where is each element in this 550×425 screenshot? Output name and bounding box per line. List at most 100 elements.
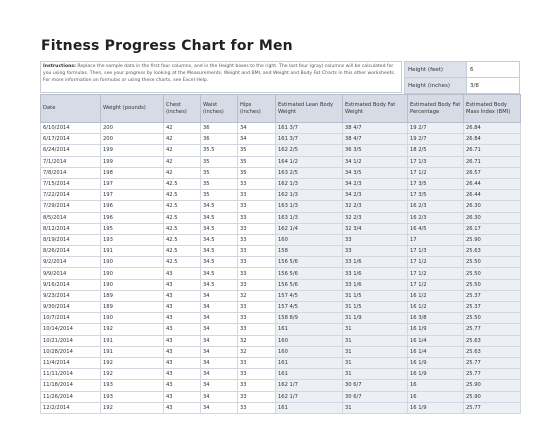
table-cell[interactable]: 199 (100, 144, 164, 157)
table-cell[interactable]: 33 (237, 189, 276, 202)
table-cell[interactable]: 35.5 (200, 144, 238, 157)
table-cell[interactable]: 42.5 (163, 233, 201, 247)
table-cell[interactable]: 34.5 (200, 256, 238, 269)
table-cell[interactable]: 7/22/2014 (40, 189, 101, 202)
table-cell[interactable]: 43 (163, 390, 201, 403)
table-cell[interactable]: 33 (237, 245, 276, 258)
table-cell[interactable]: 6/10/2014 (40, 121, 101, 135)
table-cell[interactable]: 7/8/2014 (40, 166, 101, 179)
table-cell[interactable]: 43 (163, 345, 201, 358)
table-cell[interactable]: 35 (237, 166, 276, 179)
table-cell[interactable]: 36 (200, 133, 238, 146)
table-cell[interactable]: 34.5 (200, 278, 238, 291)
table-cell[interactable]: 35 (237, 155, 276, 168)
table-cell[interactable]: 196 (100, 211, 164, 224)
table-cell[interactable]: 35 (200, 189, 238, 202)
table-cell[interactable]: 33 (237, 379, 276, 392)
table-cell[interactable]: 43 (163, 289, 201, 303)
table-cell[interactable]: 191 (100, 334, 164, 347)
table-cell[interactable]: 33 (237, 267, 276, 280)
table-cell[interactable]: 43 (163, 368, 201, 381)
table-cell[interactable]: 34.5 (200, 233, 238, 247)
table-cell[interactable]: 35 (237, 144, 276, 157)
table-cell[interactable]: 190 (100, 256, 164, 269)
table-cell[interactable]: 192 (100, 401, 164, 414)
table-cell[interactable]: 35 (200, 166, 238, 179)
table-cell[interactable]: 9/30/2014 (40, 300, 101, 314)
table-cell[interactable]: 192 (100, 323, 164, 336)
table-cell[interactable]: 190 (100, 267, 164, 280)
table-cell[interactable]: 197 (100, 189, 164, 202)
table-cell[interactable]: 33 (237, 390, 276, 403)
table-cell[interactable]: 36 (200, 121, 238, 135)
table-cell[interactable]: 32 (237, 334, 276, 347)
table-cell[interactable]: 196 (100, 200, 164, 213)
table-cell[interactable]: 34 (200, 390, 238, 403)
table-cell[interactable]: 200 (100, 121, 164, 135)
table-cell[interactable]: 6/17/2014 (40, 133, 101, 146)
table-cell[interactable]: 34 (200, 368, 238, 381)
table-cell[interactable]: 34 (200, 312, 238, 325)
table-cell[interactable]: 8/12/2014 (40, 222, 101, 235)
table-cell[interactable]: 10/14/2014 (40, 323, 101, 336)
table-cell[interactable]: 191 (100, 245, 164, 258)
table-cell[interactable]: 32 (237, 345, 276, 358)
table-cell[interactable]: 34 (200, 323, 238, 336)
table-cell[interactable]: 9/16/2014 (40, 278, 101, 291)
table-cell[interactable]: 192 (100, 368, 164, 381)
table-cell[interactable]: 198 (100, 166, 164, 179)
table-cell[interactable]: 42 (163, 155, 201, 168)
table-cell[interactable]: 35 (200, 177, 238, 191)
table-cell[interactable]: 10/21/2014 (40, 334, 101, 347)
table-cell[interactable]: 43 (163, 278, 201, 291)
table-cell[interactable]: 34 (200, 379, 238, 392)
table-cell[interactable]: 8/26/2014 (40, 245, 101, 258)
table-cell[interactable]: 200 (100, 133, 164, 146)
table-cell[interactable]: 9/2/2014 (40, 256, 101, 269)
table-cell[interactable]: 34 (200, 401, 238, 414)
table-cell[interactable]: 33 (237, 278, 276, 291)
table-cell[interactable]: 43 (163, 356, 201, 370)
table-cell[interactable]: 33 (237, 256, 276, 269)
table-cell[interactable]: 42.5 (163, 200, 201, 213)
table-cell[interactable]: 43 (163, 401, 201, 414)
table-cell[interactable]: 10/7/2014 (40, 312, 101, 325)
table-cell[interactable]: 33 (237, 368, 276, 381)
table-cell[interactable]: 33 (237, 323, 276, 336)
table-cell[interactable]: 34.5 (200, 211, 238, 224)
table-cell[interactable]: 42.5 (163, 177, 201, 191)
table-cell[interactable]: 193 (100, 379, 164, 392)
table-cell[interactable]: 11/18/2014 (40, 379, 101, 392)
table-cell[interactable]: 12/2/2014 (40, 401, 101, 414)
table-cell[interactable]: 7/29/2014 (40, 200, 101, 213)
table-cell[interactable]: 34 (200, 356, 238, 370)
table-cell[interactable]: 7/15/2014 (40, 177, 101, 191)
table-cell[interactable]: 190 (100, 278, 164, 291)
table-cell[interactable]: 190 (100, 312, 164, 325)
table-cell[interactable]: 34 (200, 300, 238, 314)
table-cell[interactable]: 43 (163, 334, 201, 347)
table-cell[interactable]: 43 (163, 379, 201, 392)
table-cell[interactable]: 42.5 (163, 189, 201, 202)
table-cell[interactable]: 33 (237, 312, 276, 325)
table-cell[interactable]: 43 (163, 323, 201, 336)
table-cell[interactable]: 34.5 (200, 200, 238, 213)
table-cell[interactable]: 43 (163, 312, 201, 325)
table-cell[interactable]: 42 (163, 121, 201, 135)
table-cell[interactable]: 191 (100, 345, 164, 358)
table-cell[interactable]: 33 (237, 300, 276, 314)
height-feet[interactable]: 6 (466, 61, 520, 78)
table-cell[interactable]: 11/4/2014 (40, 356, 101, 370)
table-cell[interactable]: 42 (163, 133, 201, 146)
table-cell[interactable]: 197 (100, 177, 164, 191)
table-cell[interactable]: 10/28/2014 (40, 345, 101, 358)
table-cell[interactable]: 9/9/2014 (40, 267, 101, 280)
table-cell[interactable]: 43 (163, 267, 201, 280)
table-cell[interactable]: 33 (237, 177, 276, 191)
table-cell[interactable]: 42.5 (163, 256, 201, 269)
table-cell[interactable]: 195 (100, 222, 164, 235)
table-cell[interactable]: 33 (237, 356, 276, 370)
table-cell[interactable]: 42.5 (163, 245, 201, 258)
table-cell[interactable]: 192 (100, 356, 164, 370)
table-cell[interactable]: 189 (100, 300, 164, 314)
